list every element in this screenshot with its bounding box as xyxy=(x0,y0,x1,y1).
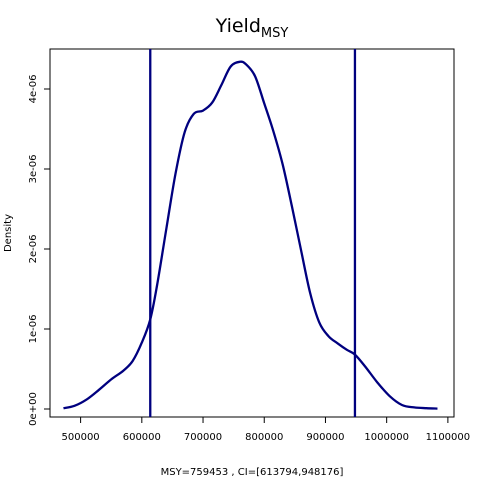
plot-frame xyxy=(49,48,455,418)
x-tick-label: 800000 xyxy=(245,432,283,443)
density-curve xyxy=(63,60,438,410)
x-axis: 500000 600000 700000 800000 900000 1000000 110… xyxy=(62,417,471,443)
chart-title: YieldMSY xyxy=(215,15,289,41)
y-tick-label: 3e-06 xyxy=(28,155,39,184)
x-tick-label: 900000 xyxy=(306,432,344,443)
x-tick-label: 700000 xyxy=(184,432,222,443)
x-tick-label: 500000 xyxy=(62,432,100,443)
y-axis-label: Density xyxy=(3,214,14,252)
x-tick-label: 1000000 xyxy=(364,432,409,443)
x-axis-label: MSY=759453 , CI=[613794,948176] xyxy=(161,467,344,478)
x-tick-label: 600000 xyxy=(123,432,161,443)
y-tick-label: 2e-06 xyxy=(28,235,39,264)
y-tick-label: 1e-06 xyxy=(28,315,39,344)
y-axis: 0e+00 1e-06 2e-06 3e-06 4e-06 xyxy=(28,75,50,426)
x-tick-label: 1100000 xyxy=(426,432,471,443)
confidence-interval-lines xyxy=(149,49,357,417)
y-tick-label: 0e+00 xyxy=(28,392,39,426)
y-tick-label: 4e-06 xyxy=(28,75,39,104)
